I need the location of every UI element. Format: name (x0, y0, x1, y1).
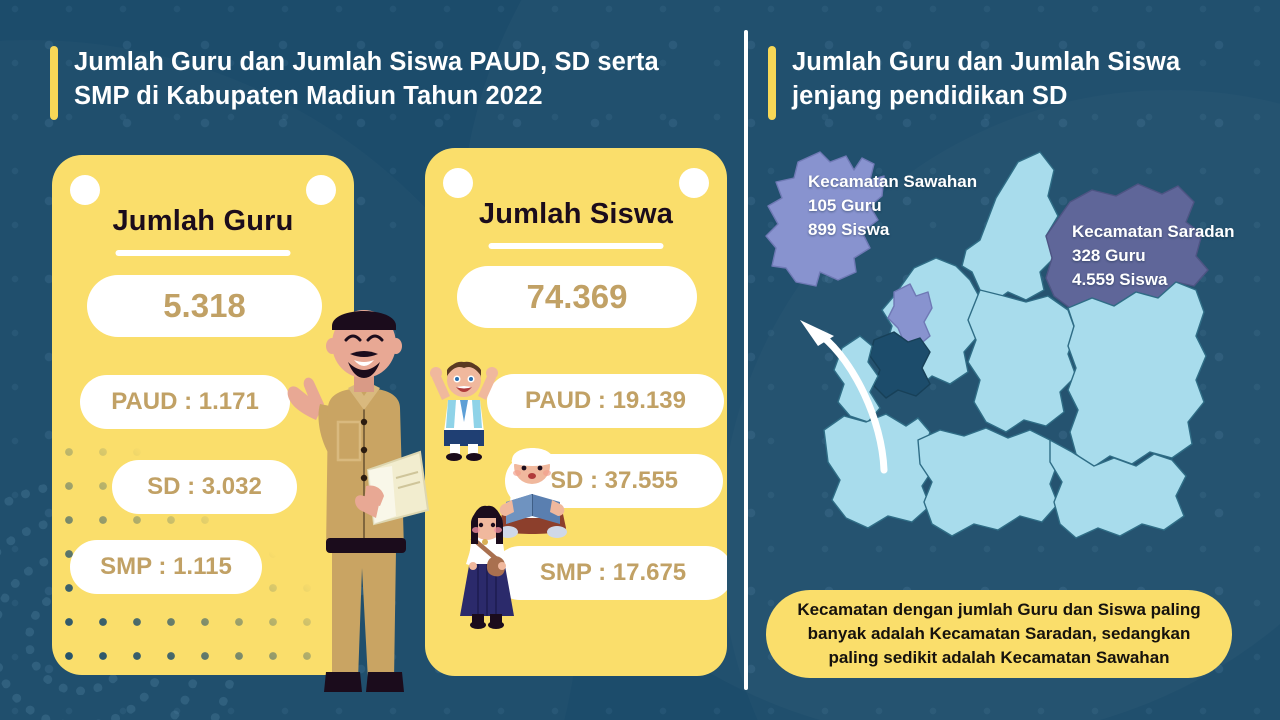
student-paud-illustration (430, 361, 498, 461)
map-region-sawahan-inset[interactable] (765, 151, 885, 287)
map-region-southwest[interactable] (823, 413, 935, 529)
right-panel-title: Jumlah Guru dan Jumlah Siswa jenjang pen… (768, 46, 1238, 120)
card-title-underline (115, 250, 291, 256)
student-smp-illustration (460, 505, 514, 629)
map-region-saradan[interactable] (1045, 183, 1209, 309)
map-region-sawahan-actual[interactable] (887, 283, 933, 347)
siswa-total-pill: 74.369 (457, 266, 697, 328)
card-guru-title: Jumlah Guru (112, 205, 294, 237)
map-caption-text: Kecamatan dengan jumlah Guru dan Siswa p… (797, 600, 1201, 667)
map-label-sawahan: Kecamatan Sawahan 105 Guru 899 Siswa (808, 172, 978, 240)
guru-paud-pill: PAUD : 1.171 (80, 375, 290, 429)
card-punch-hole-left (443, 168, 473, 198)
card-punch-hole-left (70, 175, 100, 205)
right-panel-title-text: Jumlah Guru dan Jumlah Siswa jenjang pen… (792, 48, 1181, 110)
card-punch-hole-right (679, 168, 709, 198)
siswa-paud-pill: PAUD : 19.139 (487, 374, 724, 428)
panel-divider (744, 30, 748, 690)
map-svg (765, 151, 1209, 539)
guru-smp-pill: SMP : 1.115 (70, 540, 262, 594)
map-region-base-north[interactable] (961, 151, 1059, 303)
card-siswa-title: Jumlah Siswa (478, 198, 674, 230)
left-panel-title: Jumlah Guru dan Jumlah Siswa PAUD, SD se… (50, 46, 710, 120)
left-panel-title-text: Jumlah Guru dan Jumlah Siswa PAUD, SD se… (74, 48, 659, 110)
title-accent-bar (768, 46, 776, 120)
map-label-saradan: Kecamatan Saradan 328 Guru 4.559 Siswa (1072, 222, 1235, 290)
card-punch-hole-right (306, 175, 336, 205)
map-region-center[interactable] (967, 289, 1077, 433)
map-caption-box: Kecamatan dengan jumlah Guru dan Siswa p… (766, 590, 1232, 678)
map-region-dark-sliver[interactable] (869, 331, 931, 399)
student-sd-illustration (498, 448, 567, 538)
title-accent-bar (50, 46, 58, 120)
map-kabupaten-madiun (758, 140, 1276, 570)
map-arrow (800, 320, 888, 474)
card-title-underline (488, 243, 664, 249)
guru-total-pill: 5.318 (87, 275, 322, 337)
siswa-smp-pill: SMP : 17.675 (493, 546, 727, 600)
map-region-south[interactable] (917, 427, 1059, 537)
map-region-east[interactable] (1067, 281, 1207, 469)
map-region-southeast[interactable] (1049, 439, 1187, 539)
